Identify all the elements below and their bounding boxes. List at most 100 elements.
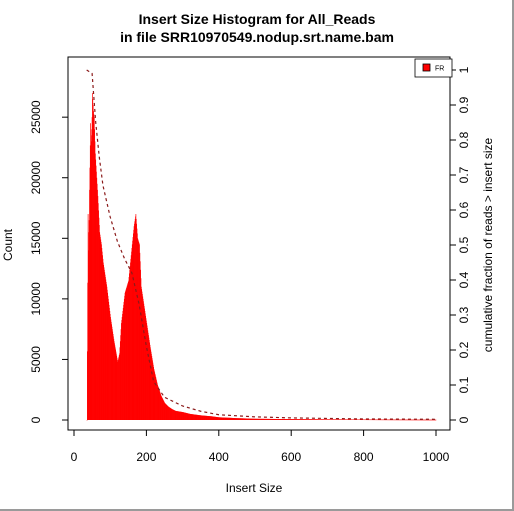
histogram-bar — [129, 266, 131, 420]
histogram-bar — [321, 419, 323, 420]
histogram-bar — [335, 419, 336, 420]
histogram-bar — [368, 419, 370, 421]
histogram-bar — [311, 419, 312, 420]
histogram-bar — [217, 417, 219, 420]
histogram-bar — [383, 419, 385, 421]
histogram-bar — [186, 413, 188, 420]
histogram-bar — [372, 419, 373, 421]
histogram-bar — [322, 419, 324, 420]
histogram-bar — [367, 419, 368, 421]
histogram-bar — [296, 419, 298, 420]
histogram-bar — [247, 418, 248, 420]
legend-label-fr: FR — [435, 66, 444, 73]
histogram-bar — [374, 419, 376, 421]
y-tick-label: 10000 — [29, 282, 43, 316]
histogram-bar — [93, 111, 94, 421]
histogram-bar — [324, 419, 326, 420]
histogram-bar — [420, 419, 421, 421]
histogram-bar — [433, 419, 434, 421]
histogram-bar — [435, 419, 436, 421]
histogram-bar — [131, 244, 133, 420]
histogram-bar — [141, 289, 143, 420]
histogram-bar — [165, 403, 166, 420]
histogram-bar — [102, 255, 103, 420]
histogram-bar — [401, 419, 403, 421]
histogram-bar — [152, 360, 153, 420]
histogram-bar — [294, 419, 296, 420]
histogram-bar — [147, 327, 148, 420]
histogram-bar — [201, 415, 203, 420]
histogram-bar — [244, 418, 246, 420]
histogram-bar — [265, 418, 267, 420]
histogram-bar — [377, 419, 379, 421]
histogram-bar — [350, 419, 352, 420]
histogram-bar — [282, 419, 284, 420]
y-tick-label: 20000 — [29, 161, 43, 195]
y-tick-label: 0 — [29, 416, 43, 423]
histogram-bar — [273, 418, 274, 420]
histogram-bar — [373, 419, 375, 421]
histogram-bar — [230, 417, 232, 420]
histogram-bar — [175, 410, 177, 420]
histogram-bar — [109, 314, 111, 420]
x-axis: 0 200 400 600 800 1000 — [71, 429, 450, 464]
histogram-bar — [416, 419, 418, 421]
histogram-bar — [430, 419, 432, 421]
histogram-bar — [134, 218, 136, 420]
histogram-bar — [338, 419, 339, 420]
histogram-bar — [177, 411, 179, 420]
histogram-bar — [369, 419, 370, 421]
histogram-bar — [169, 407, 171, 420]
histogram-bar — [394, 419, 396, 421]
cumulative-fraction-line — [86, 69, 437, 420]
histogram-bar — [205, 415, 207, 420]
histogram-bar — [117, 359, 118, 420]
histogram-bar — [243, 418, 245, 420]
histogram-bar — [245, 418, 247, 420]
histogram-bar — [189, 413, 191, 420]
histogram-bar — [173, 409, 174, 420]
histogram-bar — [212, 416, 214, 420]
histogram-bar — [389, 419, 391, 421]
y2-tick-label: 1 — [457, 66, 471, 73]
histogram-bar — [241, 418, 243, 420]
histogram-bar — [179, 411, 181, 420]
histogram-bar — [383, 419, 384, 421]
histogram-bar — [239, 418, 241, 420]
histogram-bar — [189, 413, 190, 420]
histogram-bar — [407, 419, 409, 421]
histogram-bar — [390, 419, 392, 421]
histogram-bar — [253, 418, 255, 420]
histogram-bar — [197, 414, 198, 420]
histogram-bar — [315, 419, 317, 420]
histogram-bar — [434, 419, 435, 421]
histogram-bar — [203, 415, 205, 420]
histogram-bar — [421, 419, 423, 421]
histogram-bar — [423, 419, 425, 421]
histogram-bar — [293, 419, 294, 420]
histogram-bar — [356, 419, 358, 420]
histogram-bar — [369, 419, 371, 421]
histogram-bar — [99, 232, 101, 420]
histogram-bar — [328, 419, 330, 420]
histogram-bar — [95, 159, 97, 420]
histogram-bar — [427, 419, 429, 421]
histogram-bar — [112, 331, 114, 420]
histogram-bar — [309, 419, 310, 420]
histogram-bar — [147, 332, 149, 420]
histogram-bar — [211, 416, 212, 420]
histogram-bar — [222, 417, 223, 420]
histogram-bar — [178, 411, 180, 420]
histogram-bar — [121, 317, 123, 420]
histogram-bar — [104, 274, 106, 420]
histogram-bar — [297, 419, 299, 420]
histogram-bar — [192, 414, 193, 420]
histogram-bar — [391, 419, 393, 421]
histogram-bar — [239, 418, 240, 420]
histogram-bar — [237, 418, 238, 420]
histogram-bar — [163, 401, 165, 420]
y2-tick-label: 0.5 — [457, 236, 471, 253]
histogram-bar — [402, 419, 404, 421]
histogram-bar — [391, 419, 392, 421]
